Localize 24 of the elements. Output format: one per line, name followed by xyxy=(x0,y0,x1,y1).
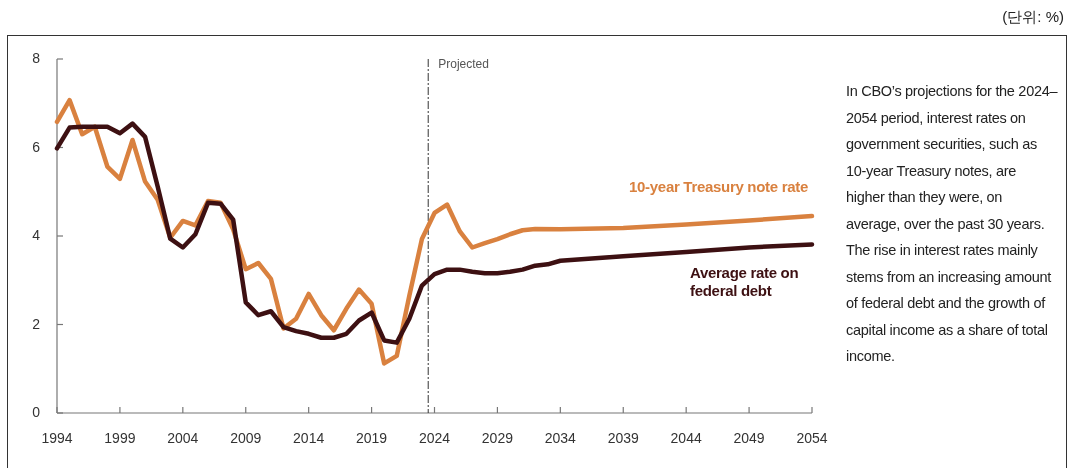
line-series xyxy=(54,121,815,345)
x-tick-label: 2009 xyxy=(230,430,262,446)
text: (단위: %) xyxy=(1002,8,1064,27)
x-tick-label: 2054 xyxy=(796,430,828,446)
y-tick-label: 6 xyxy=(32,138,40,155)
x-tick-label: 2044 xyxy=(670,430,702,446)
x-tick-label: 2034 xyxy=(544,430,576,446)
y-tick-label: 2 xyxy=(32,315,40,332)
x-tick-label: 2004 xyxy=(167,430,199,446)
y-tick-label: 4 xyxy=(32,227,40,243)
series-label: 10-year Treasury note rate xyxy=(629,178,808,196)
y-tick-label: 0 xyxy=(32,404,40,420)
x-tick-label: 2039 xyxy=(607,430,639,446)
x-tick-label: 1994 xyxy=(41,430,73,446)
x-tick-label: 2014 xyxy=(293,430,325,446)
series-label: Average rate on federal debt xyxy=(690,264,800,301)
text: In CBO’s projections for the 2024–2054 period, interest rates on government securities, such as 10-year Treasury notes, are higher than they were, on average, over the past 30 years. The rise in interest rates mainly stems from an increasing amount of federal debt and the growth of capital income as a share of total income. xyxy=(846,83,1058,364)
y-tick-label: 8 xyxy=(32,50,40,66)
x-tick-label: 1999 xyxy=(104,430,136,446)
x-tick-label: 2029 xyxy=(481,430,513,446)
x-tick-label: 2019 xyxy=(356,430,388,446)
ref-line-label: Projected xyxy=(438,57,489,71)
x-tick-label: 2049 xyxy=(733,430,765,446)
x-tick-label: 2024 xyxy=(418,430,451,446)
